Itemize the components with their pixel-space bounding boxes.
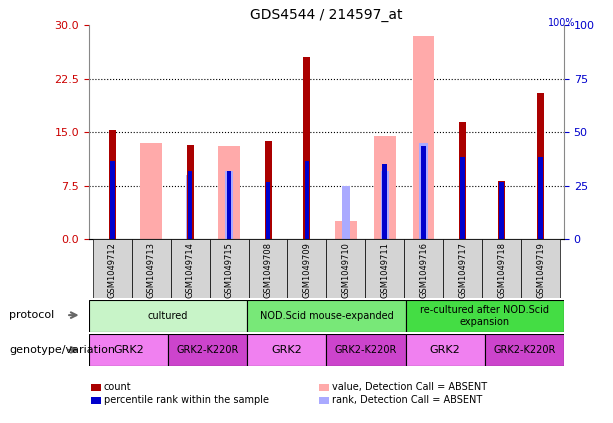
Bar [381,171,389,239]
Text: NOD.Scid mouse-expanded: NOD.Scid mouse-expanded [259,311,394,321]
Text: count: count [104,382,131,392]
Bar [443,239,482,298]
Text: protocol: protocol [9,310,55,320]
Bar [225,171,234,239]
Bar [405,239,443,298]
Bar [265,182,270,239]
Bar [500,182,504,239]
Bar [521,239,560,298]
Bar [109,130,116,239]
Text: GSM1049709: GSM1049709 [302,242,311,298]
Text: GSM1049714: GSM1049714 [186,242,195,298]
Text: GSM1049708: GSM1049708 [264,242,273,298]
Bar [186,175,194,239]
Text: percentile rank within the sample: percentile rank within the sample [104,395,268,405]
Text: GSM1049716: GSM1049716 [419,242,428,298]
Text: GSM1049710: GSM1049710 [341,242,351,298]
Bar [132,239,170,298]
Bar [485,334,564,366]
Bar [460,157,465,239]
Text: GRK2-K220R: GRK2-K220R [493,345,555,355]
Text: GSM1049718: GSM1049718 [497,242,506,298]
Bar [93,239,132,298]
Bar [482,239,521,298]
Bar [140,143,162,239]
Text: GSM1049715: GSM1049715 [224,242,234,298]
Bar [247,300,406,332]
Text: GRK2-K220R: GRK2-K220R [177,345,239,355]
Bar [538,157,543,239]
Text: GRK2: GRK2 [113,345,144,355]
Bar [374,136,395,239]
Text: GSM1049713: GSM1049713 [147,242,156,298]
Bar [218,146,240,239]
Text: re-cultured after NOD.Scid
expansion: re-cultured after NOD.Scid expansion [421,305,549,327]
Bar [110,161,115,239]
Text: rank, Detection Call = ABSENT: rank, Detection Call = ABSENT [332,395,482,405]
Bar [210,239,248,298]
Bar [89,334,168,366]
Text: genotype/variation: genotype/variation [9,345,115,355]
Bar [419,143,428,239]
Bar [305,161,310,239]
Bar [383,164,387,239]
Bar [247,334,327,366]
Bar [227,171,232,239]
Bar [264,141,272,239]
Bar [327,334,406,366]
Bar [186,145,194,239]
Bar [287,239,327,298]
Bar [406,334,485,366]
Bar [422,146,426,239]
Bar [341,186,350,239]
Bar [406,300,564,332]
Text: 100%: 100% [547,18,575,28]
Bar [365,239,405,298]
Bar [537,93,544,239]
Bar [413,36,435,239]
Text: GSM1049717: GSM1049717 [458,242,467,298]
Bar [89,300,247,332]
Bar [303,58,310,239]
Bar [335,221,357,239]
Text: value, Detection Call = ABSENT: value, Detection Call = ABSENT [332,382,487,392]
Text: cultured: cultured [148,311,188,321]
Text: GSM1049712: GSM1049712 [108,242,116,298]
Title: GDS4544 / 214597_at: GDS4544 / 214597_at [250,8,403,22]
Bar [188,171,192,239]
Bar [170,239,210,298]
Text: GSM1049719: GSM1049719 [536,242,545,298]
Text: GRK2-K220R: GRK2-K220R [335,345,397,355]
Text: GSM1049711: GSM1049711 [380,242,389,298]
Text: GRK2: GRK2 [430,345,460,355]
Bar [327,239,365,298]
Bar [498,181,505,239]
Bar [248,239,287,298]
Text: GRK2: GRK2 [272,345,302,355]
Bar [168,334,247,366]
Bar [459,121,466,239]
